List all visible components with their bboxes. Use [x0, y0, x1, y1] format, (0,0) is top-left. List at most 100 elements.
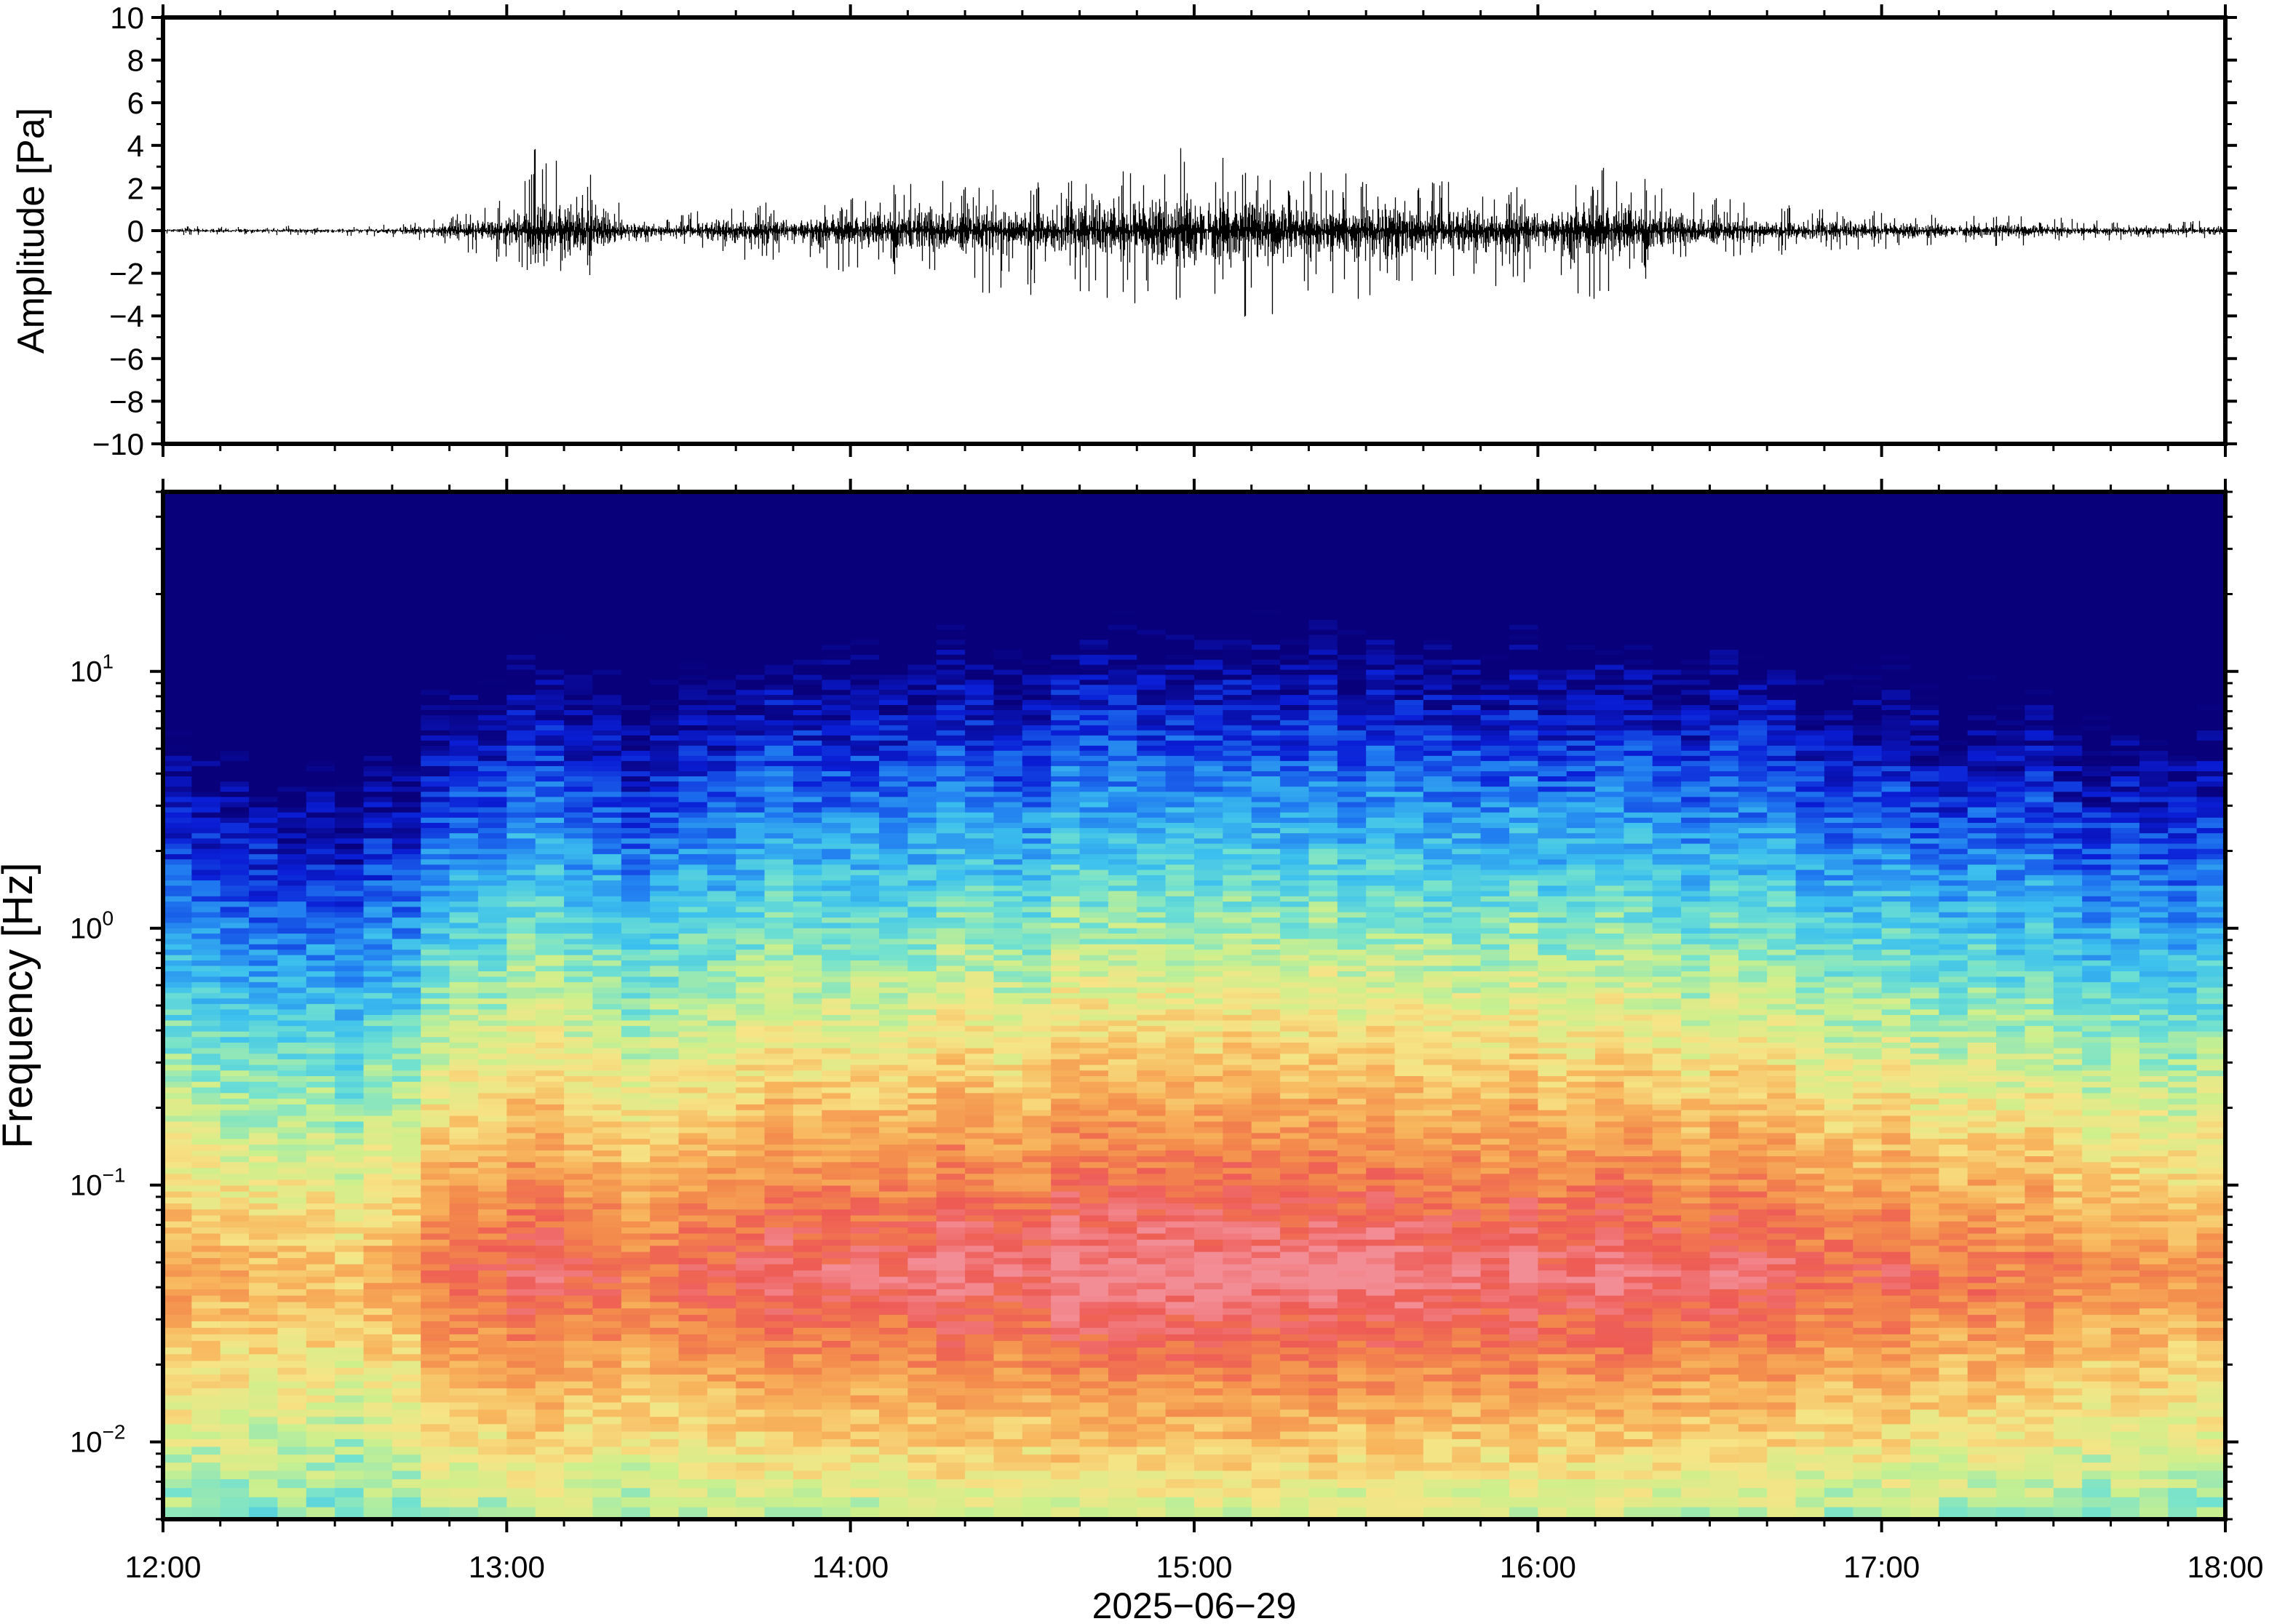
spectrogram-cell — [421, 976, 450, 982]
spectrogram-cell — [535, 885, 565, 891]
spectrogram-cell — [564, 998, 594, 1004]
spectrogram-cell — [564, 501, 594, 507]
spectrogram-cell — [678, 1401, 708, 1410]
spectrogram-cell — [335, 1340, 365, 1348]
spectrogram-cell — [764, 812, 794, 818]
spectrogram-cell — [850, 496, 880, 502]
spectrogram-cell — [764, 933, 794, 939]
spectrogram-cell — [850, 735, 880, 741]
spectrogram-cell — [163, 791, 192, 797]
spectrogram-cell — [879, 1353, 908, 1361]
spectrogram-cell — [449, 880, 479, 886]
spectrogram-cell — [249, 1438, 279, 1447]
spectrogram-cell — [621, 1104, 651, 1110]
spectrogram-cell — [850, 1478, 880, 1489]
spectrogram-cell — [879, 536, 908, 541]
spectrogram-cell — [707, 1179, 736, 1186]
spectrogram-cell — [220, 634, 250, 640]
spectrogram-cell — [535, 1081, 565, 1088]
spectrogram-cell — [592, 629, 622, 635]
spectrogram-cell — [822, 1353, 851, 1361]
spectrogram-cell — [363, 1239, 393, 1246]
spectrogram-cell — [335, 1438, 365, 1447]
spectrogram-cell — [621, 776, 651, 782]
spectrogram-cell — [506, 550, 536, 556]
spectrogram-cell — [850, 545, 880, 552]
spectrogram-cell — [220, 745, 250, 751]
spectrogram-cell — [792, 530, 822, 536]
spectrogram-cell — [822, 694, 851, 701]
spectrogram-cell — [392, 619, 421, 625]
spectrogram-cell — [249, 791, 279, 797]
spectrogram-cell — [220, 812, 250, 818]
spectrogram-cell — [363, 912, 393, 918]
spectrogram-cell — [792, 1478, 822, 1489]
spectrogram-cell — [220, 1401, 250, 1410]
spectrogram-cell — [736, 1155, 766, 1163]
spectrogram-cell — [879, 649, 908, 655]
spectrogram-cell — [792, 938, 822, 944]
spectrogram-cell — [163, 1003, 192, 1010]
spectrogram-cell — [535, 1395, 565, 1403]
spectrogram-cell — [421, 674, 450, 680]
spectrogram-cell — [564, 933, 594, 939]
spectrogram-cell — [249, 644, 279, 650]
spectrogram-cell — [335, 745, 365, 751]
spectrogram-cell — [879, 720, 908, 725]
spectrogram-cell — [163, 584, 192, 591]
spectrogram-cell — [163, 1014, 192, 1021]
spectrogram-cell — [592, 1155, 622, 1163]
spectrogram-cell — [363, 589, 393, 595]
spectrogram-cell — [879, 786, 908, 792]
spectrogram-cell — [449, 750, 479, 756]
spectrogram-cell — [621, 771, 651, 777]
spectrogram-cell — [736, 699, 766, 705]
spectrogram-cell — [678, 1276, 708, 1283]
spectrogram-cell — [306, 1381, 335, 1389]
spectrogram-cell — [449, 1257, 479, 1265]
spectrogram-cell — [850, 960, 880, 966]
spectrogram-cell — [220, 965, 250, 971]
spectrogram-cell — [421, 1438, 450, 1447]
spectrogram-cell — [879, 609, 908, 616]
spectrogram-cell — [678, 1126, 708, 1134]
spectrogram-cell — [249, 684, 279, 690]
spectrogram-cell — [650, 715, 680, 720]
spectrogram-cell — [650, 1409, 680, 1417]
spectrogram-cell — [678, 1042, 708, 1048]
spectrogram-cell — [736, 848, 766, 854]
spectrogram-cell — [564, 843, 594, 849]
spectrogram-cell — [421, 730, 450, 736]
spectrogram-cell — [277, 639, 307, 645]
spectrogram-cell — [277, 1340, 307, 1348]
spectrogram-cell — [392, 604, 421, 610]
spectrogram-cell — [850, 1161, 880, 1169]
spectrogram-cell — [707, 864, 736, 870]
spectrogram-cell — [592, 765, 622, 771]
spectrogram-cell — [764, 1314, 794, 1321]
spectrogram-cell — [879, 545, 908, 552]
spectrogram-cell — [564, 1031, 594, 1038]
spectrogram-cell — [220, 1416, 250, 1425]
spectrogram-cell — [249, 1239, 279, 1246]
spectrogram-cell — [850, 1239, 880, 1246]
spectrogram-cell — [306, 1307, 335, 1315]
spectrogram-cell — [306, 1301, 335, 1309]
spectrogram-cell — [535, 1179, 565, 1186]
spectrogram-cell — [564, 1487, 594, 1497]
spectrogram-cell — [764, 864, 794, 870]
spectrogram-cell — [220, 511, 250, 517]
spectrogram-cell — [306, 1340, 335, 1348]
spectrogram-cell — [335, 1478, 365, 1489]
spectrogram-cell — [306, 1353, 335, 1361]
spectrogram-cell — [163, 1221, 192, 1228]
spectrogram-cell — [535, 960, 565, 966]
spectrogram-cell — [335, 906, 365, 912]
spectrogram-cell — [564, 992, 594, 999]
spectrogram-cell — [191, 765, 221, 771]
spectrogram-cell — [277, 1416, 307, 1425]
spectrogram-cell — [707, 1019, 736, 1027]
spectrogram-cell — [822, 1126, 851, 1134]
spectrogram-cell — [879, 1282, 908, 1289]
